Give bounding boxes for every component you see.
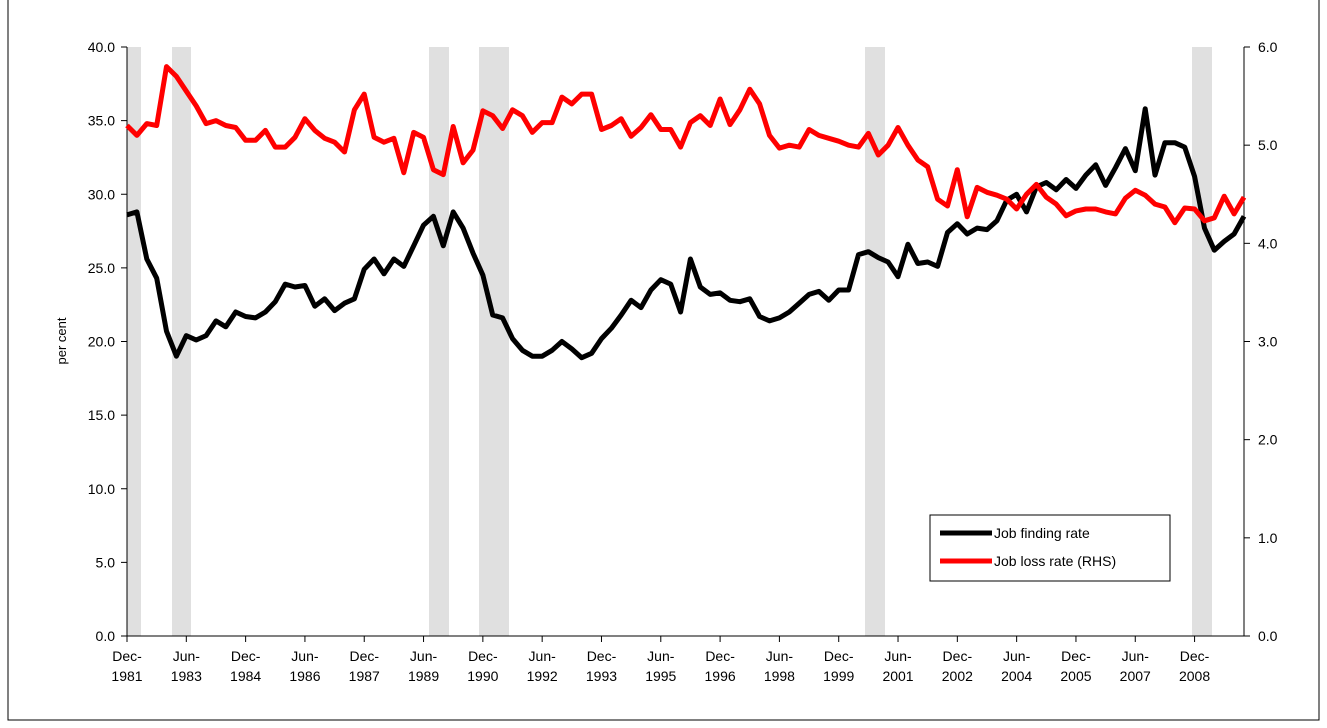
- x-tick-label: Dec-1990: [467, 648, 498, 684]
- x-tick-label: Jun-1998: [764, 648, 795, 684]
- legend-box: [929, 514, 1171, 582]
- y2-tick-label: 3.0: [1258, 334, 1278, 350]
- x-tick-label: Dec-1981: [111, 648, 142, 684]
- x-tick-label: Dec-2008: [1179, 648, 1210, 684]
- y-axis-label: per cent: [54, 317, 69, 364]
- recession-band: [429, 47, 449, 636]
- y2-tick-label: 4.0: [1258, 235, 1278, 251]
- y-tick-label: 35.0: [88, 113, 115, 129]
- y-tick-label: 0.0: [96, 628, 116, 644]
- y-tick-label: 15.0: [88, 407, 115, 423]
- recession-band: [1192, 47, 1212, 636]
- series-line: [125, 64, 1247, 226]
- y-tick-label: 40.0: [88, 39, 115, 55]
- x-tick-label: Jun-2004: [1001, 648, 1032, 684]
- x-tick-label: Jun-1992: [527, 648, 558, 684]
- y2-tick-label: 5.0: [1258, 137, 1278, 153]
- recession-band: [479, 47, 509, 636]
- x-tick-label: Dec-1999: [823, 648, 854, 684]
- y2-tick-label: 6.0: [1258, 39, 1278, 55]
- x-tick-label: Jun-2007: [1120, 648, 1151, 684]
- recession-band: [127, 47, 141, 636]
- x-tick-label: Dec-2002: [942, 648, 973, 684]
- x-tick-label: Jun-2001: [882, 648, 913, 684]
- recession-band: [865, 47, 885, 636]
- x-tick-label: Jun-1995: [645, 648, 676, 684]
- x-tick-label: Jun-1989: [408, 648, 439, 684]
- y-tick-label: 5.0: [96, 554, 116, 570]
- y2-tick-label: 1.0: [1258, 530, 1278, 546]
- legend-label: Job finding rate: [994, 525, 1090, 541]
- y-tick-label: 20.0: [88, 334, 115, 350]
- x-tick-label: Jun-1986: [289, 648, 320, 684]
- y2-tick-label: 0.0: [1258, 628, 1278, 644]
- x-tick-label: Dec-2005: [1060, 648, 1091, 684]
- x-tick-label: Dec-1987: [349, 648, 380, 684]
- x-tick-label: Dec-1996: [705, 648, 736, 684]
- x-tick-label: Dec-1984: [230, 648, 261, 684]
- series-line: [126, 106, 1247, 361]
- x-tick-label: Dec-1993: [586, 648, 617, 684]
- y2-tick-label: 2.0: [1258, 432, 1278, 448]
- y-tick-label: 25.0: [88, 260, 115, 276]
- frame: [7, 0, 1320, 721]
- y-tick-label: 30.0: [88, 186, 115, 202]
- legend-label: Job loss rate (RHS): [994, 553, 1116, 569]
- y-tick-label: 10.0: [88, 481, 115, 497]
- x-tick-label: Jun-1983: [171, 648, 202, 684]
